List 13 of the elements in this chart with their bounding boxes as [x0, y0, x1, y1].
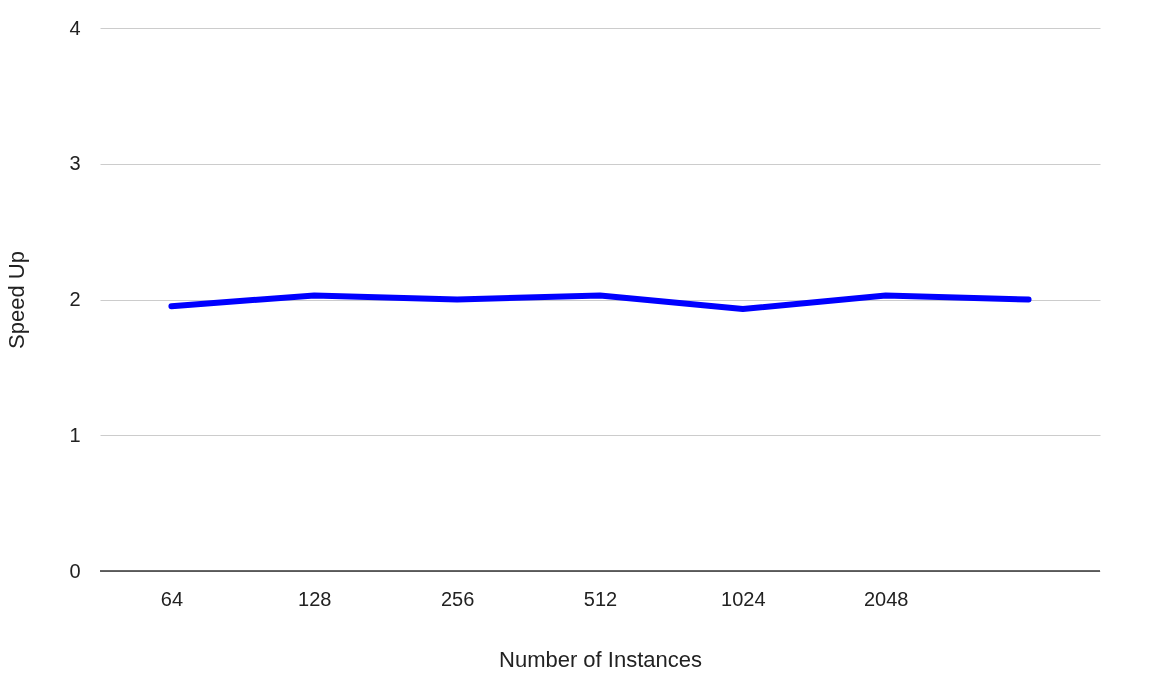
- y-tick-label: 4: [69, 16, 81, 39]
- x-tick-label: 1024: [721, 587, 766, 610]
- y-axis-title: Speed Up: [4, 251, 30, 349]
- x-tick-label: 128: [298, 587, 332, 610]
- y-tick-label: 3: [69, 152, 81, 175]
- y-tick-label: 0: [69, 559, 81, 582]
- x-tick-label: 512: [583, 587, 618, 610]
- x-tick-label: 2048: [863, 587, 909, 610]
- x-axis-title: Number of Instances: [499, 646, 702, 672]
- x-tick-label: 256: [440, 587, 475, 610]
- y-tick-label: 2: [69, 288, 81, 310]
- y-tick-label: 1: [69, 423, 81, 446]
- x-tick-label: 64: [160, 587, 184, 610]
